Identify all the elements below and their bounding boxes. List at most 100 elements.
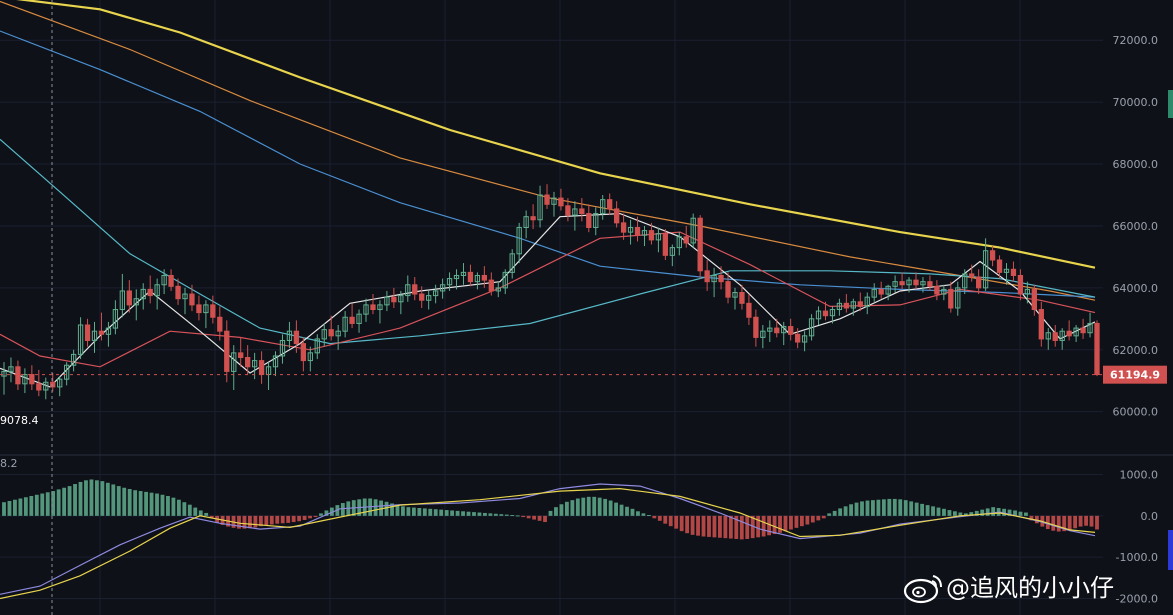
candle xyxy=(850,298,856,316)
candle xyxy=(607,193,613,216)
candle xyxy=(182,287,188,315)
candle xyxy=(962,269,968,295)
macd-histogram-bar xyxy=(483,512,487,516)
candle xyxy=(892,275,898,293)
macd-histogram-bar xyxy=(373,499,378,516)
macd-histogram-bar xyxy=(461,511,465,516)
macd-histogram-bar xyxy=(379,500,383,516)
macd-histogram-bar xyxy=(898,499,903,516)
macd-histogram-bar xyxy=(963,513,968,516)
candle xyxy=(996,255,1003,279)
macd-histogram-bar xyxy=(559,504,564,516)
candle xyxy=(432,284,439,304)
macd-histogram-bar xyxy=(581,497,586,516)
candle xyxy=(495,281,501,298)
macd-histogram-bar xyxy=(532,515,537,520)
macd-histogram-bar xyxy=(428,508,433,516)
candle xyxy=(781,321,787,346)
candle xyxy=(426,290,432,310)
macd-histogram-bar xyxy=(13,499,17,516)
current-price-tag: 61194.9 xyxy=(1103,365,1167,384)
macd-histogram-bar xyxy=(171,497,176,516)
candle xyxy=(739,284,745,310)
macd-histogram-bar xyxy=(515,515,520,517)
macd-histogram-bar xyxy=(127,488,132,516)
candle xyxy=(718,266,724,290)
candle xyxy=(481,266,488,288)
macd-histogram-bar xyxy=(1018,511,1023,516)
macd-histogram-bar xyxy=(570,500,575,516)
macd-histogram-bar xyxy=(805,515,810,525)
macd-histogram-bar xyxy=(832,510,837,516)
candle xyxy=(857,292,863,312)
macd-histogram-bar xyxy=(641,513,646,516)
macd-histogram-bar xyxy=(1078,515,1083,527)
macd-histogram-bar xyxy=(269,515,274,525)
candle xyxy=(112,300,119,335)
candle xyxy=(84,318,91,347)
candle xyxy=(1094,320,1100,377)
macd-histogram-bar xyxy=(444,510,449,516)
candle xyxy=(1003,263,1010,285)
right-edge-marker-blue xyxy=(1168,530,1173,570)
macd-histogram-bar xyxy=(761,515,766,537)
macd-histogram-bar xyxy=(723,515,728,539)
macd-histogram-bar xyxy=(73,484,77,516)
macd-histogram-bar xyxy=(871,500,875,516)
candle xyxy=(8,357,14,383)
macd-histogram-bar xyxy=(155,493,159,516)
candle xyxy=(704,260,710,291)
macd-tick-label: 1000.0 xyxy=(1120,469,1159,482)
moving-average-line xyxy=(0,231,1096,368)
macd-dea-line xyxy=(0,487,1096,600)
candle xyxy=(98,312,105,341)
candle xyxy=(572,201,578,231)
macd-histogram-bar xyxy=(133,490,138,516)
candle xyxy=(955,281,961,316)
macd-histogram-bar xyxy=(45,492,50,516)
candle xyxy=(1080,318,1086,339)
macd-histogram-bar xyxy=(772,515,777,535)
candle xyxy=(335,325,341,350)
candle xyxy=(419,286,425,308)
macd-histogram-bar xyxy=(308,515,312,519)
macd-histogram-bar xyxy=(756,515,761,538)
candle xyxy=(502,269,508,295)
watermark: @追风的小小仔 xyxy=(903,574,1114,604)
macd-histogram-bar xyxy=(198,510,203,516)
macd-histogram-bar xyxy=(1073,515,1078,529)
candle xyxy=(975,269,982,295)
candle xyxy=(70,349,77,372)
macd-histogram-bar xyxy=(931,506,935,516)
macd-histogram-bar xyxy=(849,504,853,516)
price-tick-label: 70000.0 xyxy=(1113,96,1159,109)
macd-histogram-bar xyxy=(947,510,952,516)
candle xyxy=(829,306,836,324)
candle xyxy=(50,372,56,392)
candle xyxy=(774,318,780,338)
candle xyxy=(927,275,933,291)
macd-histogram-bar xyxy=(690,515,695,535)
macd-histogram-bar xyxy=(1067,515,1072,530)
macd-histogram-bar xyxy=(1034,515,1039,524)
macd-histogram-bar xyxy=(1062,515,1067,532)
candle xyxy=(29,365,35,390)
macd-histogram-bar xyxy=(1013,510,1017,516)
macd-histogram-bar xyxy=(56,489,61,516)
macd-histogram-bar xyxy=(914,502,919,516)
macd-histogram-bar xyxy=(286,515,291,523)
macd-histogram-bar xyxy=(619,504,624,516)
price-tick-label: 66000.0 xyxy=(1113,220,1159,233)
macd-histogram-bar xyxy=(881,499,886,516)
candle xyxy=(412,277,418,301)
moving-average-line xyxy=(16,0,1096,269)
macd-histogram-bar xyxy=(668,515,673,527)
macd-histogram-bar xyxy=(116,486,121,516)
macd-histogram-bar xyxy=(340,503,345,516)
candle xyxy=(941,284,947,301)
macd-histogram-bar xyxy=(395,505,400,516)
candle xyxy=(77,317,84,360)
macd-histogram-bar xyxy=(313,515,318,518)
candles xyxy=(1,184,1100,400)
macd-histogram-bar xyxy=(685,515,690,534)
